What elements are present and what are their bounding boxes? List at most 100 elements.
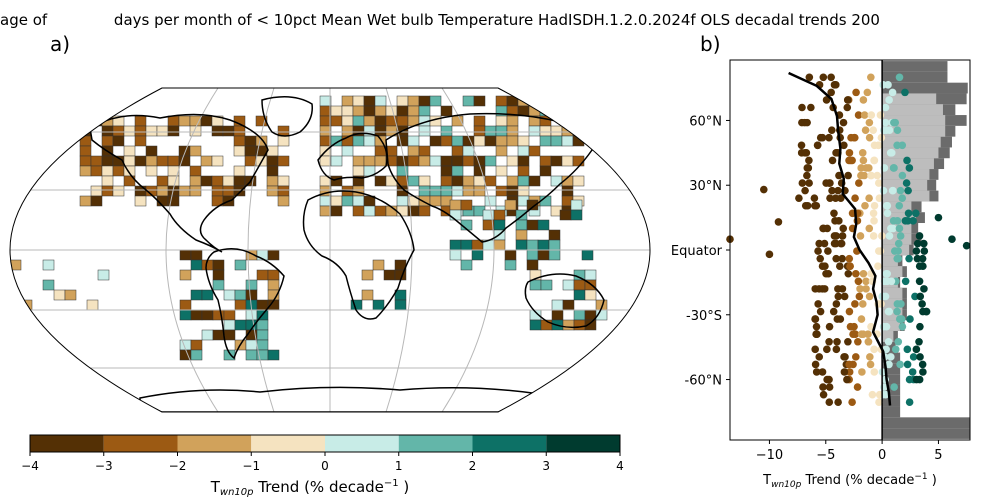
y-axis-ticks: 60°N 30°N Equator -30°S -60°N [671, 114, 730, 389]
coverage-bar-dark [882, 395, 901, 407]
zonal-point [895, 73, 904, 82]
map-grid-cell [551, 309, 564, 321]
zonal-point [882, 269, 891, 278]
map-grid-cell [145, 145, 158, 157]
zonal-point [918, 360, 927, 369]
zonal-point [827, 88, 835, 97]
map-grid-cell [245, 339, 258, 351]
zonal-point [857, 330, 866, 339]
map-grid-cell [352, 155, 365, 167]
map-grid-cell [201, 309, 214, 321]
zonal-point [896, 360, 904, 369]
map-grid-cell [440, 185, 453, 197]
zonal-point [916, 322, 924, 331]
map-grid-cell [573, 309, 586, 321]
zonal-point [845, 149, 854, 157]
zonal-point [832, 345, 841, 354]
map-grid-cell [341, 145, 354, 157]
zonal-point [893, 300, 902, 308]
map-grid-cell [473, 135, 486, 147]
zonal-point [884, 307, 893, 316]
map-grid-cell [212, 259, 225, 271]
x-tick-label: −5 [816, 448, 835, 463]
map-grid-cell [440, 105, 453, 117]
map-grid-cell [506, 125, 519, 137]
map-grid-cell [529, 319, 542, 331]
zonal-point [865, 133, 874, 142]
map-grid-cell [86, 299, 99, 311]
zonal-point [797, 141, 806, 150]
zonal-point [881, 103, 890, 112]
zonal-point [902, 179, 911, 187]
map-grid-cell [352, 95, 365, 107]
zonal-point [765, 250, 774, 259]
map-grid-cell [79, 135, 92, 147]
map-grid-cell [562, 299, 575, 311]
zonal-point [798, 179, 807, 187]
map-grid-cell [539, 155, 552, 167]
zonal-point [915, 262, 924, 270]
europe-coast [317, 132, 388, 181]
zonal-point [905, 375, 914, 384]
map-grid-cells [10, 95, 608, 361]
map-grid-cell [493, 219, 506, 231]
map-grid-cell [267, 269, 280, 281]
zonal-point [870, 201, 879, 210]
map-grid-cell [471, 249, 484, 261]
zonal-point [845, 156, 853, 165]
map-grid-cell [123, 125, 136, 137]
map-grid-cell [223, 309, 236, 321]
map-grid-cell [233, 125, 246, 137]
zonal-point [874, 179, 883, 187]
zonal-point [879, 186, 888, 195]
map-grid-cell [374, 205, 387, 217]
map-grid-cell [551, 299, 564, 311]
colorbar-cell [546, 435, 620, 452]
zonal-point [893, 126, 902, 134]
zonal-point [820, 285, 829, 293]
map-grid-cell [374, 105, 387, 117]
map-grid-cell [396, 205, 409, 217]
map-grid-cell [495, 135, 508, 147]
map-grid-cell [79, 195, 92, 207]
zonal-point [818, 133, 827, 142]
zonal-point [859, 269, 868, 278]
zonal-point [816, 307, 825, 316]
colorbar-label: Twn10p Trend (% decade−1 ) [210, 478, 410, 498]
x-axis-label: Twn10p Trend (% decade−1 ) [762, 472, 937, 490]
zonal-point [827, 73, 835, 82]
map-grid-cell [189, 125, 202, 137]
zonal-point [858, 300, 867, 308]
zonal-point [839, 118, 848, 127]
map-grid-cell [42, 279, 55, 291]
map-grid-cell [561, 135, 574, 147]
map-grid-cell [572, 125, 585, 137]
zonal-point [898, 322, 907, 331]
map-grid-cell [537, 249, 550, 261]
coverage-bar-dark [882, 417, 970, 429]
zonal-point [852, 269, 860, 278]
map-grid-cell [156, 125, 169, 137]
colorbar-tick-label: 1 [395, 459, 403, 473]
map-grid-cell [200, 175, 213, 187]
map-grid-cell [178, 115, 191, 127]
zonal-point [825, 383, 834, 391]
map-grid-cell [256, 269, 269, 281]
map-grid-cell [223, 289, 236, 301]
colorbar-tick-label: −4 [21, 459, 39, 473]
zonal-point [843, 375, 851, 384]
map-grid-cell [167, 115, 180, 127]
map-grid-cell [407, 155, 420, 167]
map-grid-cell [418, 205, 431, 217]
coverage-bar-light [882, 298, 903, 310]
zonal-point [874, 247, 883, 255]
zonal-point [908, 368, 917, 376]
zonal-point [845, 368, 854, 376]
zonal-point [934, 213, 943, 222]
map-grid-cell [418, 175, 431, 187]
zonal-point [832, 254, 840, 263]
map-grid-cell [112, 135, 125, 147]
map-grid-cell [20, 299, 33, 311]
map-grid-cell [550, 105, 563, 117]
map-grid-cell [418, 185, 431, 197]
